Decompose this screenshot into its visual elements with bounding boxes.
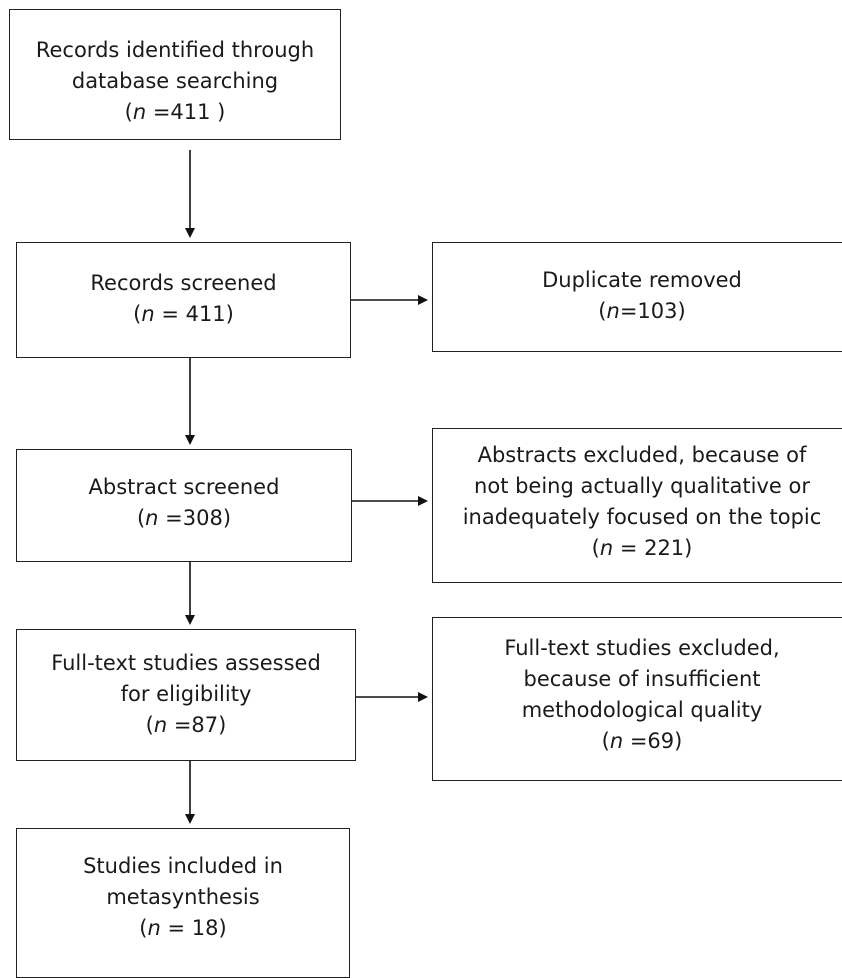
box-text-line: Full-text studies assessed [51,651,321,675]
box-text-line: Studies included in [83,854,283,878]
box-records-screened: Records screened (n = 411) [16,242,351,358]
box-studies-included: Studies included in metasynthesis (n = 1… [16,828,350,978]
count-label: (n = 411) [133,302,234,326]
box-text-line: methodological quality [521,698,763,722]
box-duplicate-removed: Duplicate removed (n=103) [432,242,842,352]
box-abstract-screened: Abstract screened (n =308) [16,449,352,562]
box-text-line: Duplicate removed [542,268,742,292]
count-label: (n = 221) [591,536,693,560]
count-label: (n =87) [145,713,227,737]
box-text-line: because of insufficient [523,667,761,691]
box-records-identified: Records identified through database sear… [9,9,341,140]
box-text-line: Abstracts excluded, because of [477,443,807,467]
box-text-line: Records identified through [35,38,315,62]
count-label: (n =308) [136,506,232,530]
box-text-line: Abstract screened [88,475,280,499]
box-abstracts-excluded: Abstracts excluded, because of not being… [432,428,842,583]
box-text-line: Full-text studies excluded, [504,636,780,660]
box-fulltext-assessed: Full-text studies assessed for eligibili… [16,629,356,761]
box-text-line: Records screened [90,271,277,295]
box-text-line: inadequately focused on the topic [462,505,822,529]
count-label: (n = 18) [139,916,227,940]
box-text-line: database searching [71,69,279,93]
box-fulltext-excluded: Full-text studies excluded, because of i… [432,617,842,781]
box-text-line: metasynthesis [106,885,260,909]
box-text-line: for eligibility [120,682,252,706]
count-label: (n =411 ) [124,100,226,124]
count-label: (n=103) [598,299,686,323]
box-text-line: not being actually qualitative or [474,474,810,498]
count-label: (n =69) [601,729,683,753]
